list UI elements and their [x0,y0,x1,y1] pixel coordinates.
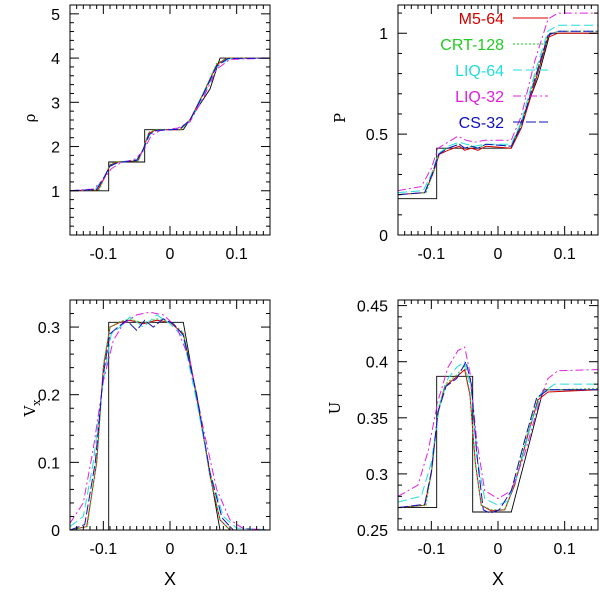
series-m5-64-line [70,57,270,192]
y-tick-label: 0 [379,228,388,245]
legend: M5-64 CRT-128 LIQ-64 LIQ-32 CS-32 [440,11,548,132]
series-crt-128-line [70,57,270,192]
plot-frame [69,4,271,236]
x-axis-label: X [492,569,504,589]
y-tick-label: 2 [51,140,60,157]
series-cs-32-line [398,30,598,196]
series-crt-128-line [398,30,598,196]
plot-frame [397,299,599,531]
x-tick-label: 0.1 [226,541,248,558]
legend-label: CRT-128 [440,37,504,54]
legend-label: M5-64 [459,11,504,28]
chart-panel-2: -0.1 0 0.1 0 0.1 0.2 0.3 Vx X [21,299,271,589]
series-liq-64-line [398,360,598,506]
y-tick-label: 0.25 [357,523,388,540]
y-tick-label: 0.45 [357,299,388,316]
chart-panel-3: -0.1 0 0.1 0.25 0.3 0.35 0.4 0.45 U X [326,299,599,589]
chart-panel-0: -0.1 0 0.1 1 2 3 4 5 ρ [21,4,271,263]
x-tick-label: 0 [494,541,503,558]
legend-label: CS-32 [459,115,504,132]
series-m5-64-line [70,319,270,530]
series-liq-32-line [70,57,270,192]
y-axis-label-sub: x [30,399,43,406]
series-exact-line [398,375,598,513]
y-tick-label: 0.3 [38,320,60,337]
legend-label: LIQ-64 [455,63,504,80]
series-exact-line [70,321,270,530]
x-tick-label: 0 [166,246,175,263]
y-tick-label: 0.2 [38,388,60,405]
y-tick-label: 0.1 [38,455,60,472]
x-tick-label: 0.1 [554,246,576,263]
y-tick-label: 5 [51,7,60,24]
series-exact-line [70,57,270,192]
x-tick-label: 0.1 [226,246,248,263]
chart-panel-1: -0.1 0 0.1 0 0.5 1 P M5-64 CRT-128 LIQ-64 LIQ-32 CS… [331,4,599,263]
series-m5-64-line [398,32,598,196]
series-cs-32-line [398,360,598,514]
x-tick-label: 0 [494,246,503,263]
x-tick-label: 0 [166,541,175,558]
y-axis-label: Vx [21,399,43,418]
x-tick-label: 0.1 [554,541,576,558]
y-tick-label: 4 [51,51,60,68]
y-axis-label: U [326,402,344,415]
y-tick-label: 3 [51,95,60,112]
x-axis-label: X [164,569,176,589]
x-tick-label: -0.1 [90,246,118,263]
series-cs-32-line [70,318,270,530]
y-axis-label: ρ [21,113,39,122]
y-axis-label: P [331,113,349,123]
x-tick-label: -0.1 [418,246,446,263]
x-tick-label: -0.1 [90,541,118,558]
y-tick-label: 0.5 [366,127,388,144]
y-tick-label: 1 [51,184,60,201]
y-tick-label: 1 [379,26,388,43]
series-liq-64-line [398,24,598,194]
legend-label: LIQ-32 [455,89,504,106]
x-tick-label: -0.1 [418,541,446,558]
y-tick-label: 0.4 [366,355,388,372]
series-liq-32-line [70,311,270,530]
series-liq-64-line [70,314,270,530]
y-tick-label: 0.3 [366,467,388,484]
series-cs-32-line [70,57,270,192]
series-liq-32-line [398,346,598,500]
series-liq-64-line [70,57,270,192]
series-liq-32-line [398,12,598,192]
y-axis-label-main: V [21,405,39,418]
series-crt-128-line [70,318,270,530]
y-tick-label: 0 [51,523,60,540]
y-tick-label: 0.35 [357,411,388,428]
